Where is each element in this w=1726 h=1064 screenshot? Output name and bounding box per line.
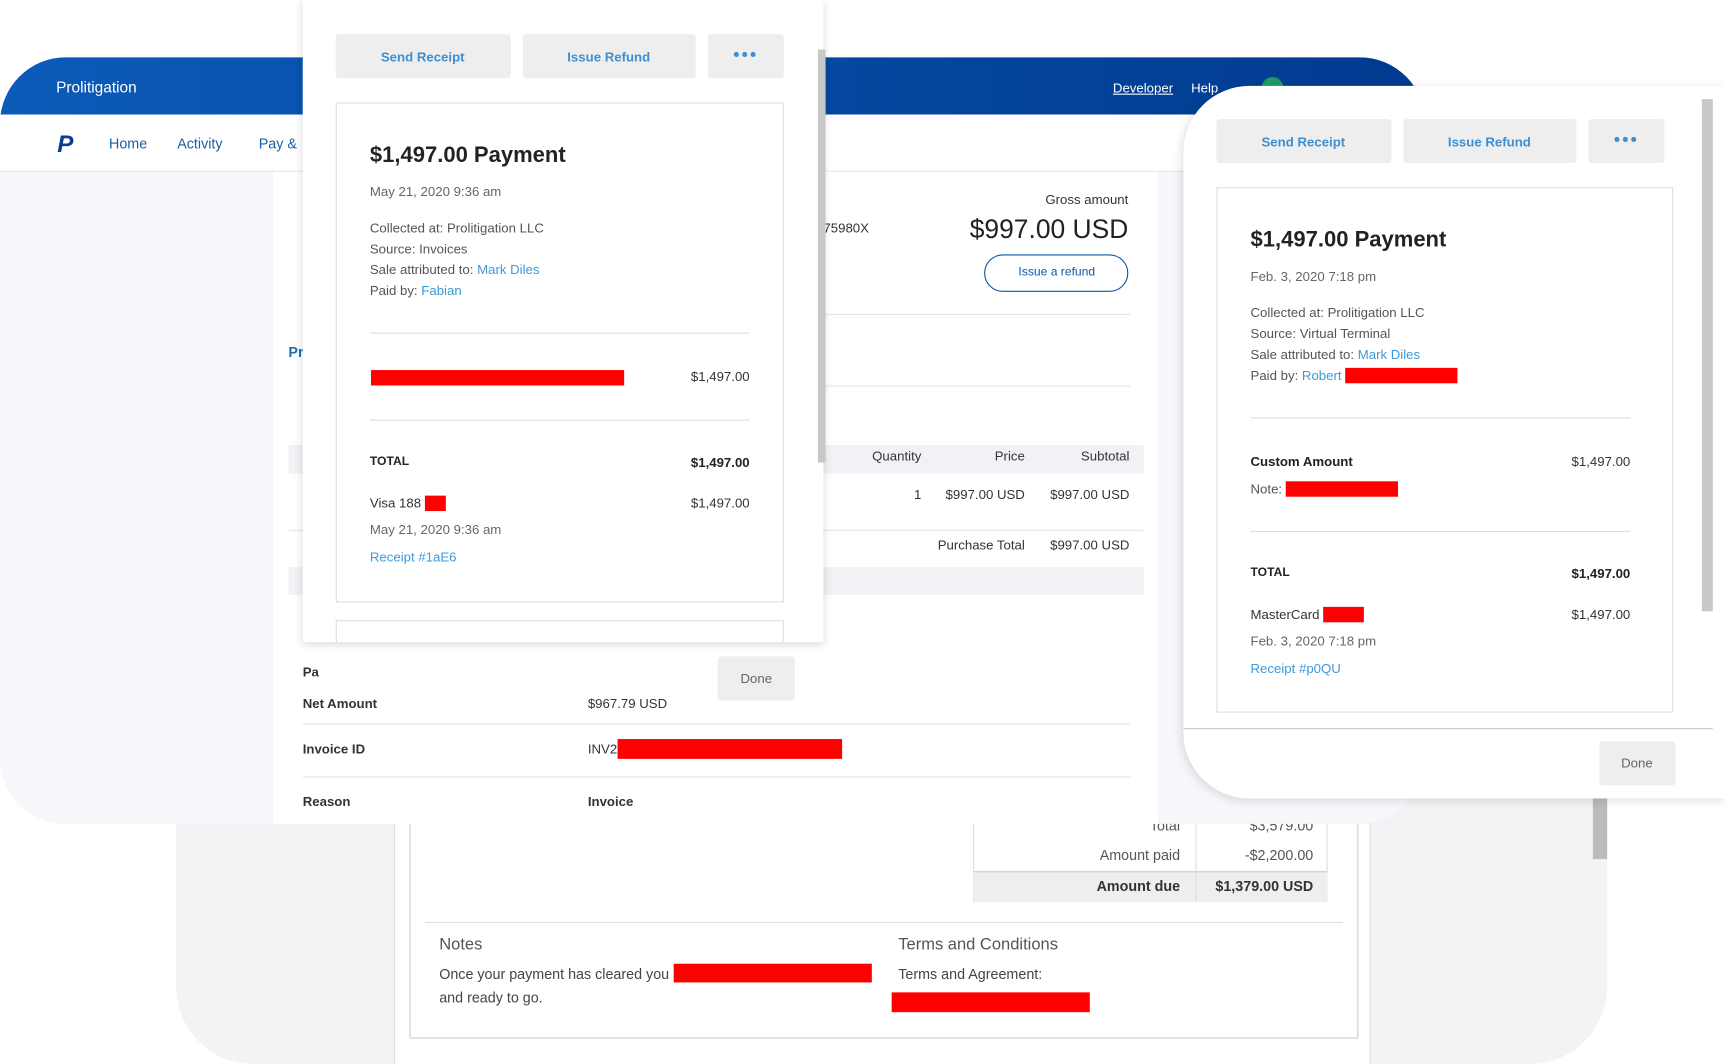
notes-line1: Once your payment has cleared you <box>439 965 670 983</box>
developer-link[interactable]: Developer <box>1112 79 1174 96</box>
due-value: $1,379.00 USD <box>1215 877 1314 895</box>
redaction <box>891 992 1090 1013</box>
nav-link[interactable]: Activity <box>177 135 223 152</box>
table-cell: $997.00 USD <box>1050 486 1130 502</box>
table-header: Subtotal <box>1080 447 1130 464</box>
due-label: Amount due <box>1096 877 1181 895</box>
done-button[interactable] <box>1599 741 1676 786</box>
divider <box>302 723 1131 725</box>
divider <box>823 313 1131 316</box>
terms-text: Terms and Agreement: <box>898 965 1043 983</box>
invoice-frame <box>409 759 1359 1039</box>
redaction <box>617 739 843 759</box>
band <box>288 567 1144 595</box>
detail-label: Reason <box>302 793 351 810</box>
refund-button-label[interactable]: Issue a refund <box>1018 265 1096 279</box>
redaction <box>673 963 872 983</box>
table-header: Quantity <box>872 447 922 464</box>
brand: Prolitigation <box>56 78 137 97</box>
table-cell: $997.00 USD <box>945 486 1025 502</box>
divider <box>424 921 1343 923</box>
totals-col-divider <box>1195 809 1197 903</box>
avatar <box>1261 77 1284 100</box>
paid-label: Amount paid <box>1099 846 1181 864</box>
more-button[interactable]: ••• <box>1588 118 1665 164</box>
divider <box>973 871 1328 873</box>
terms-title: Terms and Conditions <box>898 934 1058 954</box>
divider <box>302 776 1131 778</box>
gross-label: Gross amount <box>1045 191 1129 207</box>
refund-button[interactable] <box>984 254 1129 292</box>
scrollbar <box>1701 99 1713 612</box>
table-cell: 1 <box>914 486 922 502</box>
detail-value: INV2 <box>587 740 618 757</box>
help-link[interactable]: Help <box>1191 79 1219 96</box>
table-header: Price <box>994 447 1025 464</box>
detail-label: Net Amount <box>302 695 378 712</box>
purchase-total: $997.00 USD <box>1050 536 1130 553</box>
divider <box>823 385 1131 387</box>
detail-value: $967.79 USD <box>587 695 668 712</box>
nav-link[interactable]: Home <box>108 135 148 152</box>
detail-label: Invoice ID <box>302 740 366 757</box>
nav-link[interactable]: Pay & <box>258 135 297 152</box>
transaction-fragment: 75980X <box>823 219 869 236</box>
notes-title: Notes <box>439 934 483 954</box>
purchase-total-label: Purchase Total <box>937 536 1025 553</box>
content-panel: Pr 75980X Gross amount $997.00 USD Issue a r… <box>272 171 1159 824</box>
scrollbar <box>1592 798 1608 860</box>
notes-line2: and ready to go. <box>439 988 543 1006</box>
detail-value: Invoice <box>587 793 634 810</box>
paid-value: -$2,200.00 <box>1244 846 1314 864</box>
payment-fragment: Pa <box>302 663 319 680</box>
section-fragment: Pr <box>288 343 304 361</box>
divider <box>288 529 1144 531</box>
gross-amount: $997.00 USD <box>969 214 1129 245</box>
paypal-logo: P <box>57 129 74 158</box>
issue-refund-button[interactable] <box>1403 118 1577 164</box>
paypal-window: Prolitigation Developer Help P Home Activity P… <box>0 57 1426 824</box>
amount-due-row <box>973 871 1328 903</box>
